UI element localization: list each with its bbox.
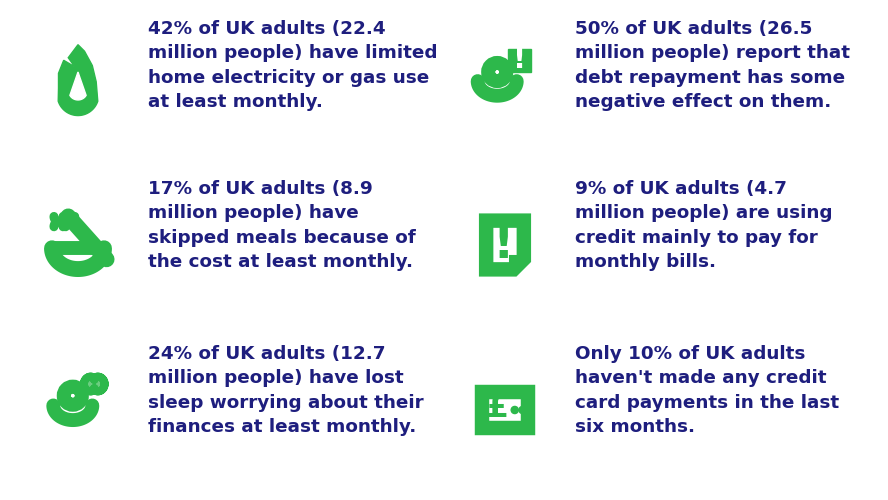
Polygon shape [70,72,86,100]
Polygon shape [59,44,98,116]
Text: 50% of UK adults (26.5
million people) report that
debt repayment has some
negat: 50% of UK adults (26.5 million people) r… [575,20,850,111]
Text: !: ! [512,46,526,74]
Text: 17% of UK adults (8.9
million people) have
skipped meals because of
the cost at : 17% of UK adults (8.9 million people) ha… [148,180,416,271]
Text: 24% of UK adults (12.7
million people) have lost
sleep worrying about their
fina: 24% of UK adults (12.7 million people) h… [148,345,424,436]
Circle shape [519,406,526,414]
Text: Only 10% of UK adults
haven't made any credit
card payments in the last
six mont: Only 10% of UK adults haven't made any c… [575,345,839,436]
Circle shape [511,406,519,414]
Polygon shape [83,376,105,392]
Text: 9% of UK adults (4.7
million people) are using
credit mainly to pay for
monthly : 9% of UK adults (4.7 million people) are… [575,180,832,271]
FancyBboxPatch shape [508,48,531,72]
Text: £: £ [487,393,508,424]
Text: !: ! [492,222,514,268]
Text: 42% of UK adults (22.4
million people) have limited
home electricity or gas use
: 42% of UK adults (22.4 million people) h… [148,20,438,111]
